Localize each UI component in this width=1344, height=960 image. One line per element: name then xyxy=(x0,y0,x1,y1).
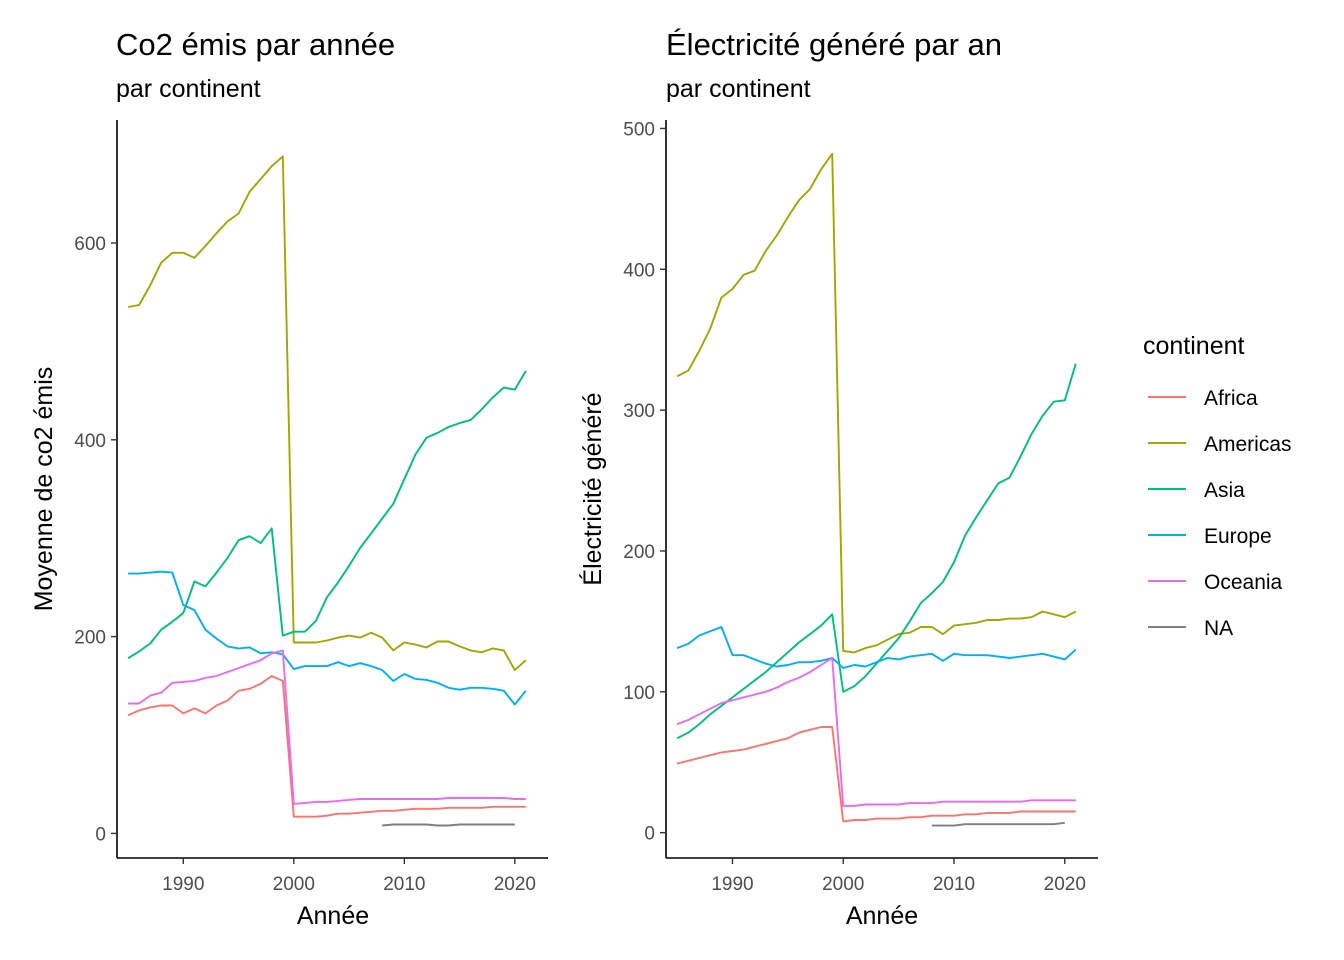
electricity-x-axis-title: Année xyxy=(846,902,918,930)
legend-label: NA xyxy=(1204,617,1233,640)
electricity-y-tick-label: 300 xyxy=(623,401,655,422)
legend-item-americas: Americas xyxy=(1148,433,1292,456)
co2-chart-title: Co2 émis par année xyxy=(116,27,395,62)
legend: continent Africa Americas Asia Europe Oceani… xyxy=(1143,332,1292,640)
legend-title: continent xyxy=(1143,332,1245,360)
co2-x-axis-title: Année xyxy=(297,902,369,930)
electricity-series-asia xyxy=(676,363,1077,740)
co2-series-oceania xyxy=(128,649,526,805)
legend-item-europe: Europe xyxy=(1148,525,1272,548)
electricity-series-oceania xyxy=(676,657,1076,807)
co2-series-americas xyxy=(127,155,527,672)
electricity-y-tick-label: 200 xyxy=(623,542,655,563)
legend-item-oceania: Oceania xyxy=(1148,571,1283,594)
legend-item-asia: Asia xyxy=(1148,479,1245,502)
electricity-chart-subtitle: par continent xyxy=(666,75,811,103)
legend-label: Asia xyxy=(1204,479,1245,502)
co2-x-tick-label: 1990 xyxy=(162,874,204,895)
co2-series-africa xyxy=(127,675,526,818)
electricity-x-tick-label: 2010 xyxy=(933,874,975,895)
electricity-y-tick-label: 400 xyxy=(623,260,655,281)
co2-y-tick-label: 600 xyxy=(74,234,106,255)
legend-items: Africa Americas Asia Europe Oceania NA xyxy=(1148,387,1292,640)
electricity-series-africa xyxy=(676,726,1076,823)
electricity-chart-title: Électricité généré par an xyxy=(666,27,1002,62)
legend-item-africa: Africa xyxy=(1148,387,1258,410)
legend-label: Europe xyxy=(1204,525,1272,548)
electricity-series-americas xyxy=(676,152,1077,654)
electricity-y-tick-label: 500 xyxy=(623,119,655,140)
electricity-chart-panel: Électricité généré par an par continent … xyxy=(578,27,1098,930)
co2-x-tick-label: 2010 xyxy=(383,874,425,895)
co2-plot-area: 1990 2000 2010 2020 0 200 400 600 xyxy=(74,120,548,895)
co2-series-na xyxy=(382,823,515,827)
co2-series-europe xyxy=(128,570,527,706)
co2-y-tick-label: 0 xyxy=(95,824,106,845)
co2-y-tick-label: 200 xyxy=(74,628,106,649)
co2-x-tick-label: 2000 xyxy=(273,874,315,895)
legend-label: Oceania xyxy=(1204,571,1283,594)
electricity-y-tick-label: 100 xyxy=(623,683,655,704)
electricity-y-axis-title: Électricité généré xyxy=(578,392,607,585)
legend-label: Africa xyxy=(1204,387,1258,410)
electricity-plot-area: 1990 2000 2010 2020 0 100 200 300 400 500 xyxy=(623,119,1098,895)
electricity-y-tick-label: 0 xyxy=(644,824,655,845)
electricity-series-europe xyxy=(676,626,1077,669)
co2-x-tick-label: 2020 xyxy=(494,874,536,895)
co2-chart-subtitle: par continent xyxy=(116,75,261,103)
co2-series-asia xyxy=(127,370,527,660)
co2-y-tick-label: 400 xyxy=(74,431,106,452)
legend-item-na: NA xyxy=(1148,617,1233,640)
co2-chart-panel: Co2 émis par année par continent Année M… xyxy=(30,27,548,930)
electricity-x-tick-label: 2000 xyxy=(822,874,864,895)
electricity-x-tick-label: 1990 xyxy=(711,874,753,895)
electricity-series-na xyxy=(931,821,1065,827)
co2-y-axis-title: Moyenne de co2 émis xyxy=(30,367,58,612)
electricity-x-tick-label: 2020 xyxy=(1044,874,1086,895)
legend-label: Americas xyxy=(1204,433,1292,456)
